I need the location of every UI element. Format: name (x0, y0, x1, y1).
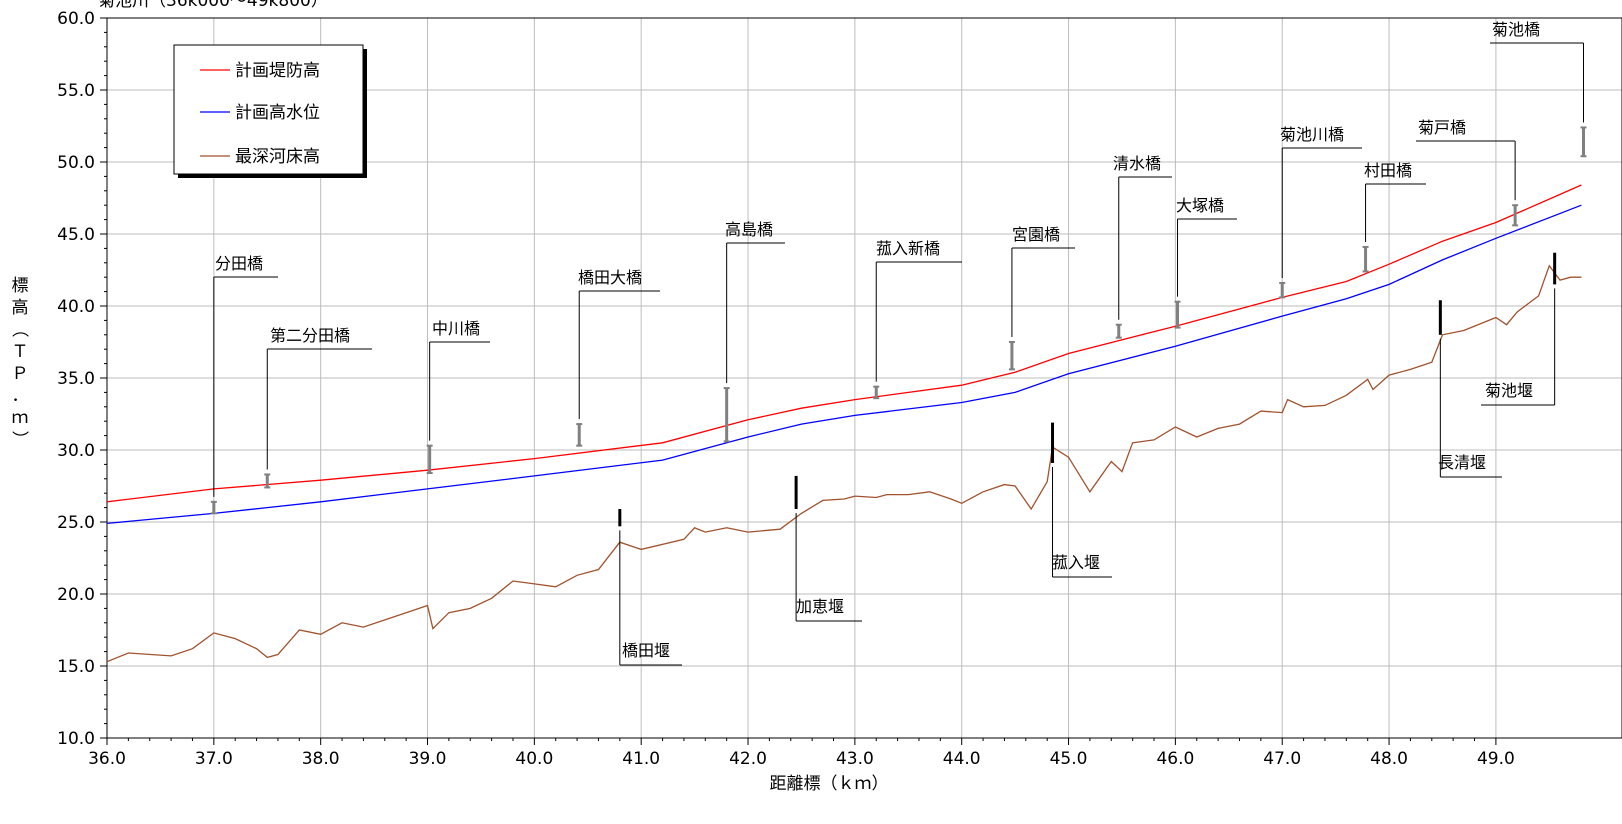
series-line-1 (107, 204, 1582, 525)
bridge-label: 宮園橋 (1012, 225, 1060, 244)
y-axis-label-char: 高 (12, 298, 29, 318)
y-tick-label: 30.0 (57, 441, 95, 461)
y-axis-label-char: Ｐ (12, 364, 29, 384)
bridge-label: 菰入新橋 (876, 239, 940, 258)
weir-label: 長清堰 (1438, 453, 1486, 472)
y-tick-label: 25.0 (57, 513, 95, 533)
chart-title: 菊池川（36k000～49k800） (98, 0, 328, 11)
y-axis-label-char: Ｔ (12, 342, 29, 362)
bridge-label: 菊池川橋 (1280, 125, 1344, 144)
legend-box (173, 44, 364, 175)
x-tick-label: 41.0 (622, 749, 660, 769)
y-tick-label: 50.0 (57, 153, 95, 173)
y-tick-label: 55.0 (57, 81, 95, 101)
y-axis-label-char: ． (12, 386, 29, 406)
y-tick-label: 15.0 (57, 657, 95, 677)
bridge-label: 村田橋 (1364, 161, 1412, 180)
legend-label-1: 計画高水位 (235, 103, 320, 123)
series-line-0 (107, 184, 1582, 503)
y-axis-label-char: 標 (12, 276, 29, 296)
series-line-2 (107, 264, 1582, 663)
bridge-label: 菊戸橋 (1418, 118, 1466, 137)
bridge-label: 大塚橋 (1176, 196, 1224, 215)
weir-label: 加恵堰 (796, 597, 844, 616)
y-tick-label: 45.0 (57, 225, 95, 245)
y-tick-label: 40.0 (57, 297, 95, 317)
legend-label-0: 計画堤防高 (235, 61, 320, 81)
bridge-label: 第二分田橋 (270, 326, 350, 345)
x-tick-label: 39.0 (409, 749, 447, 769)
x-tick-label: 45.0 (1050, 749, 1088, 769)
y-tick-label: 35.0 (57, 369, 95, 389)
weir-label: 橋田堰 (622, 641, 670, 660)
legend: 計画堤防高 計画高水位 最深河床高 (173, 44, 367, 178)
bridge-label: 分田橋 (215, 254, 263, 273)
x-tick-label: 48.0 (1370, 749, 1408, 769)
x-tick-label: 46.0 (1156, 749, 1194, 769)
x-tick-label: 47.0 (1263, 749, 1301, 769)
weir-label: 菊池堰 (1485, 381, 1533, 400)
x-tick-label: 38.0 (302, 749, 340, 769)
x-tick-label: 44.0 (943, 749, 981, 769)
x-tick-label: 49.0 (1477, 749, 1515, 769)
y-axis-label-char: （ (9, 321, 29, 338)
x-axis: 36.0 37.0 38.0 39.0 40.0 41.0 42.0 43.0 44.0 45.0… (88, 738, 1515, 769)
y-axis-label-char: ） (9, 431, 29, 448)
y-axis-label-char: ｍ (12, 408, 29, 428)
bridge-label: 菊池橋 (1492, 20, 1540, 39)
bridge-label: 清水橋 (1113, 154, 1161, 173)
y-axis-label: 標高 （ ＴＰ．ｍ ） (9, 276, 29, 448)
x-tick-label: 40.0 (515, 749, 553, 769)
weir-label: 菰入堰 (1052, 553, 1100, 572)
legend-label-2: 最深河床高 (235, 147, 320, 167)
x-tick-label: 43.0 (836, 749, 874, 769)
y-tick-label: 10.0 (57, 729, 95, 749)
y-axis: 10.0 15.0 20.0 25.0 30.0 35.0 40.0 45.0 50.0 55.0… (57, 9, 107, 749)
bridge-label: 橋田大橋 (578, 268, 642, 287)
y-tick-label: 60.0 (57, 9, 95, 29)
y-tick-label: 20.0 (57, 585, 95, 605)
series-layer (107, 184, 1582, 663)
x-tick-label: 42.0 (729, 749, 767, 769)
x-tick-label: 37.0 (195, 749, 233, 769)
x-tick-label: 36.0 (88, 749, 126, 769)
bridge-label: 高島橋 (725, 220, 773, 239)
x-axis-label: 距離標（ｋｍ） (770, 774, 889, 794)
bridge-label: 中川橋 (432, 319, 480, 338)
